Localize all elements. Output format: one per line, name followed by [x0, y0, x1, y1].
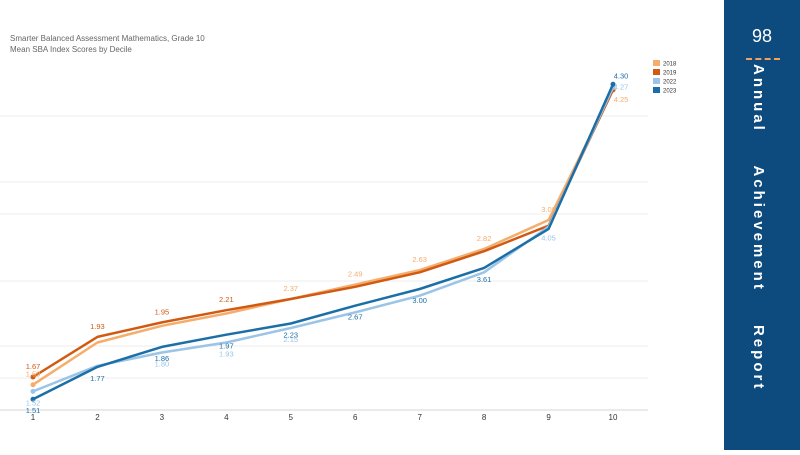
x-tick-label: 6 [353, 413, 358, 422]
series-line [32, 83, 615, 401]
data-label: 1.67 [26, 362, 41, 371]
x-tick-label: 7 [417, 413, 422, 422]
report-title: Annual Achievement Report [750, 64, 767, 392]
chart-subtitle: Mean SBA Index Scores by Decile [10, 45, 132, 54]
data-label: 1.93 [219, 349, 234, 358]
legend: 2018 2019 2022 2023 [653, 60, 677, 95]
data-point [30, 382, 36, 388]
data-label: 4.25 [614, 95, 629, 104]
x-tick-label: 10 [609, 413, 618, 422]
chart-title: Smarter Balanced Assessment Mathematics,… [10, 34, 205, 43]
legend-swatch [653, 60, 660, 66]
x-tick-label: 5 [289, 413, 294, 422]
data-label: 1.86 [155, 354, 170, 363]
x-tick-label: 3 [160, 413, 165, 422]
x-tick-label: 4 [224, 413, 229, 422]
data-label: 2.67 [348, 313, 363, 322]
data-label: 2.63 [412, 255, 427, 264]
data-label: 1.80 [155, 359, 170, 368]
data-label: 2.49 [348, 270, 363, 279]
data-label: 4.30 [614, 71, 629, 80]
x-tick-label: 2 [95, 413, 100, 422]
legend-swatch [653, 69, 660, 75]
data-point [30, 374, 36, 380]
x-tick-label: 8 [482, 413, 487, 422]
legend-label: 2018 [663, 62, 677, 68]
page-divider [746, 58, 780, 60]
series-lines [30, 81, 616, 402]
series-line [32, 89, 615, 386]
x-axis-ticks: 1 2 3 4 5 6 7 8 9 10 [31, 413, 618, 422]
legend-label: 2023 [663, 89, 677, 95]
data-label: 2.23 [283, 331, 298, 340]
data-labels: 1.59 2.37 2.49 2.63 2.82 3.08 4.25 1.67 1.93 1.95… [26, 71, 629, 415]
x-tick-label: 1 [31, 413, 36, 422]
data-label: 4.27 [614, 83, 629, 92]
page-number: 98 [751, 26, 773, 46]
data-point [30, 396, 36, 402]
data-label: 3.08 [541, 205, 556, 214]
data-label: 2.21 [219, 295, 234, 304]
legend-swatch [653, 78, 660, 84]
legend-label: 2022 [663, 80, 677, 86]
data-label: 1.52 [26, 398, 41, 407]
x-tick-label: 9 [546, 413, 551, 422]
data-label: 4.05 [541, 234, 556, 243]
series-line [32, 89, 615, 379]
legend-swatch [653, 87, 660, 93]
data-label: 3.61 [477, 275, 492, 284]
data-label: 1.93 [90, 322, 105, 331]
data-label: 3.00 [412, 296, 427, 305]
data-label: 1.95 [155, 307, 170, 316]
data-label: 1.97 [219, 342, 234, 351]
data-label: 2.82 [477, 234, 492, 243]
data-label: 2.37 [283, 284, 298, 293]
data-label: 1.51 [26, 406, 41, 415]
chart-area: Smarter Balanced Assessment Mathematics,… [0, 34, 677, 422]
data-label: 2.15 [283, 335, 298, 344]
data-point [30, 388, 36, 394]
data-label: 1.77 [90, 374, 105, 383]
gridlines [0, 115, 648, 411]
side-panel: 98 Annual Achievement Report [724, 0, 800, 450]
line-chart: Smarter Balanced Assessment Mathematics,… [0, 34, 677, 422]
data-label: 1.59 [26, 370, 41, 379]
legend-label: 2019 [663, 71, 677, 77]
data-point [610, 81, 616, 87]
